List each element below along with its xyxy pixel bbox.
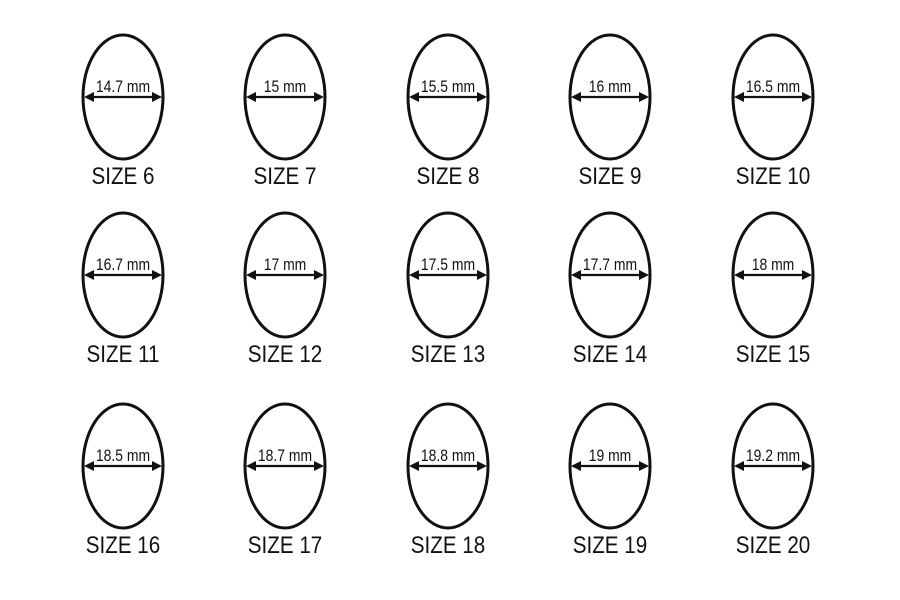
ring-item: 18.5 mm SIZE 16 <box>81 402 165 559</box>
arrow-right-icon <box>152 92 162 102</box>
arrow-left-icon <box>734 92 744 102</box>
arrow-right-icon <box>314 461 324 471</box>
arrow-left-icon <box>84 92 94 102</box>
ring-outline <box>406 402 490 530</box>
ring-outline <box>568 402 652 530</box>
ring-outline <box>406 33 490 161</box>
size-label: SIZE 15 <box>736 341 811 368</box>
size-label: SIZE 7 <box>253 163 316 190</box>
arrow-left-icon <box>84 270 94 280</box>
ring-item: 16 mm SIZE 9 <box>568 33 652 190</box>
ring-item: 19 mm SIZE 19 <box>568 402 652 559</box>
ring-item: 18.7 mm SIZE 17 <box>243 402 327 559</box>
arrow-right-icon <box>802 270 812 280</box>
arrow-right-icon <box>639 270 649 280</box>
diameter-label: 19 mm <box>589 447 632 466</box>
arrow-left-icon <box>571 270 581 280</box>
arrow-left-icon <box>409 270 419 280</box>
arrow-left-icon <box>409 461 419 471</box>
size-label: SIZE 6 <box>91 163 154 190</box>
ring-item: 17 mm SIZE 12 <box>243 211 327 368</box>
diameter-label: 17 mm <box>264 256 307 275</box>
ring-item: 17.5 mm SIZE 13 <box>406 211 490 368</box>
size-label: SIZE 10 <box>736 163 811 190</box>
size-label: SIZE 11 <box>86 341 159 368</box>
size-label: SIZE 16 <box>86 532 161 559</box>
ring-item: 19.2 mm SIZE 20 <box>731 402 815 559</box>
diameter-label: 18.5 mm <box>96 447 150 466</box>
diameter-label: 18 mm <box>752 256 795 275</box>
arrow-right-icon <box>477 461 487 471</box>
ring-outline <box>568 211 652 339</box>
ring-outline <box>243 211 327 339</box>
size-label: SIZE 18 <box>411 532 486 559</box>
ring-outline <box>243 33 327 161</box>
ring-item: 15 mm SIZE 7 <box>243 33 327 190</box>
diameter-label: 17.7 mm <box>583 256 637 275</box>
size-label: SIZE 9 <box>578 163 641 190</box>
arrow-right-icon <box>639 92 649 102</box>
arrow-right-icon <box>477 92 487 102</box>
ring-outline <box>81 33 165 161</box>
diameter-label: 17.5 mm <box>421 256 475 275</box>
arrow-right-icon <box>314 92 324 102</box>
ring-outline <box>81 211 165 339</box>
diameter-label: 19.2 mm <box>746 447 800 466</box>
ring-outline <box>406 211 490 339</box>
arrow-right-icon <box>802 461 812 471</box>
ring-outline <box>731 211 815 339</box>
diameter-label: 16.5 mm <box>746 78 800 97</box>
ring-outline <box>243 402 327 530</box>
arrow-left-icon <box>409 92 419 102</box>
ring-item: 17.7 mm SIZE 14 <box>568 211 652 368</box>
ring-outline <box>731 402 815 530</box>
ring-item: 14.7 mm SIZE 6 <box>81 33 165 190</box>
arrow-left-icon <box>571 92 581 102</box>
size-label: SIZE 8 <box>416 163 479 190</box>
arrow-left-icon <box>84 461 94 471</box>
ring-outline <box>81 402 165 530</box>
arrow-right-icon <box>802 92 812 102</box>
diameter-label: 15.5 mm <box>421 78 475 97</box>
diameter-label: 16 mm <box>589 78 632 97</box>
ring-item: 16.7 mm SIZE 11 <box>81 211 165 368</box>
ring-outline <box>568 33 652 161</box>
arrow-right-icon <box>477 270 487 280</box>
size-label: SIZE 19 <box>573 532 648 559</box>
arrow-right-icon <box>152 461 162 471</box>
arrow-left-icon <box>246 92 256 102</box>
arrow-left-icon <box>571 461 581 471</box>
arrow-left-icon <box>734 270 744 280</box>
diameter-label: 18.8 mm <box>421 447 475 466</box>
diameter-label: 18.7 mm <box>258 447 312 466</box>
diameter-label: 15 mm <box>264 78 307 97</box>
arrow-left-icon <box>734 461 744 471</box>
arrow-right-icon <box>639 461 649 471</box>
arrow-right-icon <box>152 270 162 280</box>
size-label: SIZE 14 <box>573 341 648 368</box>
diameter-label: 16.7 mm <box>96 256 150 275</box>
ring-item: 18 mm SIZE 15 <box>731 211 815 368</box>
arrow-left-icon <box>246 270 256 280</box>
size-label: SIZE 13 <box>411 341 486 368</box>
ring-item: 15.5 mm SIZE 8 <box>406 33 490 190</box>
arrow-right-icon <box>314 270 324 280</box>
size-label: SIZE 17 <box>248 532 323 559</box>
size-label: SIZE 12 <box>248 341 323 368</box>
ring-item: 18.8 mm SIZE 18 <box>406 402 490 559</box>
ring-item: 16.5 mm SIZE 10 <box>731 33 815 190</box>
ring-outline <box>731 33 815 161</box>
arrow-left-icon <box>246 461 256 471</box>
size-label: SIZE 20 <box>736 532 811 559</box>
diameter-label: 14.7 mm <box>96 78 150 97</box>
